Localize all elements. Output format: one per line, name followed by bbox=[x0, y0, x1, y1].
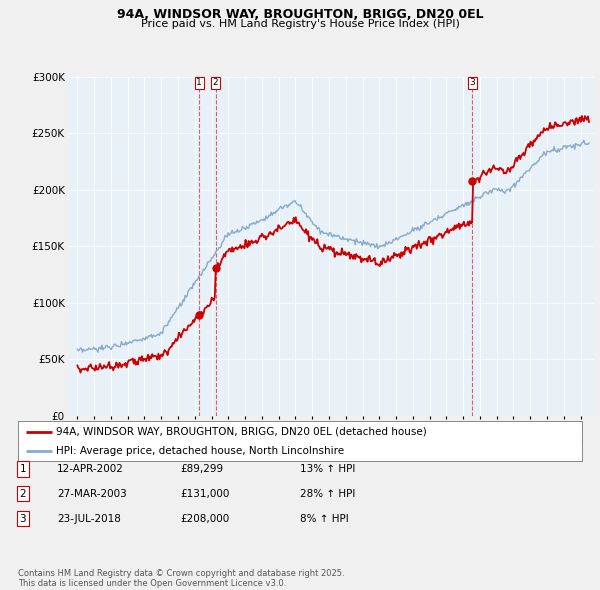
Text: 2: 2 bbox=[213, 78, 218, 87]
Text: Price paid vs. HM Land Registry's House Price Index (HPI): Price paid vs. HM Land Registry's House … bbox=[140, 19, 460, 29]
Text: 3: 3 bbox=[470, 78, 475, 87]
Text: Contains HM Land Registry data © Crown copyright and database right 2025.
This d: Contains HM Land Registry data © Crown c… bbox=[18, 569, 344, 588]
Text: £208,000: £208,000 bbox=[180, 514, 229, 523]
Text: 2: 2 bbox=[19, 489, 26, 499]
Text: 12-APR-2002: 12-APR-2002 bbox=[57, 464, 124, 474]
Text: HPI: Average price, detached house, North Lincolnshire: HPI: Average price, detached house, Nort… bbox=[56, 446, 344, 456]
Text: 1: 1 bbox=[196, 78, 202, 87]
Text: 94A, WINDSOR WAY, BROUGHTON, BRIGG, DN20 0EL: 94A, WINDSOR WAY, BROUGHTON, BRIGG, DN20… bbox=[116, 8, 484, 21]
Text: 8% ↑ HPI: 8% ↑ HPI bbox=[300, 514, 349, 523]
Text: 94A, WINDSOR WAY, BROUGHTON, BRIGG, DN20 0EL (detached house): 94A, WINDSOR WAY, BROUGHTON, BRIGG, DN20… bbox=[56, 427, 427, 437]
Text: 28% ↑ HPI: 28% ↑ HPI bbox=[300, 489, 355, 499]
Text: £89,299: £89,299 bbox=[180, 464, 223, 474]
Text: 23-JUL-2018: 23-JUL-2018 bbox=[57, 514, 121, 523]
Text: 13% ↑ HPI: 13% ↑ HPI bbox=[300, 464, 355, 474]
Text: £131,000: £131,000 bbox=[180, 489, 229, 499]
Text: 3: 3 bbox=[19, 514, 26, 523]
Text: 1: 1 bbox=[19, 464, 26, 474]
Text: 27-MAR-2003: 27-MAR-2003 bbox=[57, 489, 127, 499]
